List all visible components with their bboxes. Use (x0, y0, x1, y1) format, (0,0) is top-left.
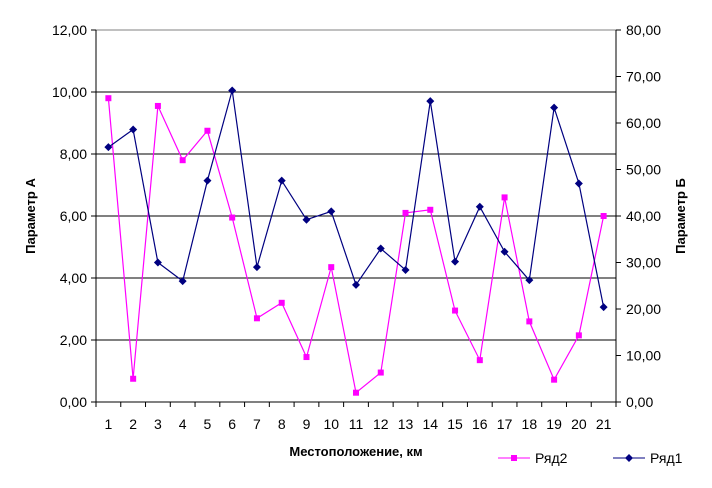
x-tick-label: 8 (278, 416, 286, 432)
right-tick-label: 20,00 (626, 301, 661, 317)
data-point (154, 102, 161, 109)
x-tick-label: 1 (104, 416, 112, 432)
legend-item-series-1: Ряд1 (613, 450, 683, 466)
legend-marker-series-1 (625, 454, 633, 462)
data-point (451, 257, 460, 266)
data-point (401, 265, 410, 274)
right-tick-label: 10,00 (626, 348, 661, 364)
right-y-axis-title: Параметр Б (673, 178, 688, 254)
data-point (476, 357, 483, 364)
left-y-axis-title: Параметр А (23, 178, 38, 254)
x-tick-label: 17 (497, 416, 513, 432)
data-point (525, 276, 534, 285)
legend-label-series-1: Ряд1 (650, 450, 683, 466)
left-tick-label: 6,00 (60, 208, 87, 224)
series-2 (104, 86, 608, 312)
data-point (104, 143, 113, 152)
data-point (252, 263, 261, 272)
data-point (475, 202, 484, 211)
data-point (353, 389, 359, 396)
right-tick-label: 60,00 (626, 115, 661, 131)
x-tick-label: 2 (129, 416, 137, 432)
legend-item-series-2: Ряд2 (498, 450, 568, 466)
right-tick-label: 50,00 (626, 162, 661, 178)
series-layer (104, 86, 608, 396)
legend-label-series-2: Ряд2 (535, 450, 568, 466)
x-tick-label: 3 (154, 416, 162, 432)
legend: Ряд2 Ряд1 (498, 450, 683, 466)
data-point (376, 244, 385, 253)
left-tick-label: 12,00 (52, 22, 87, 38)
data-point (352, 280, 360, 289)
data-point (551, 376, 558, 383)
data-point (327, 207, 336, 216)
left-y-axis: 0,00 2,00 4,00 6,00 8,00 10,00 12,00 (52, 22, 97, 410)
data-point (600, 213, 607, 219)
data-point (377, 369, 384, 376)
data-point (203, 176, 212, 185)
data-point (105, 95, 112, 102)
data-point (574, 179, 583, 188)
series-1 (105, 95, 607, 396)
legend-marker-series-2 (511, 455, 517, 461)
x-tick-label: 10 (323, 416, 339, 432)
x-tick-label: 21 (596, 416, 612, 432)
x-tick-label: 11 (349, 416, 364, 432)
data-point (452, 307, 459, 314)
x-tick-label: 12 (373, 416, 389, 432)
data-point (178, 277, 187, 286)
data-point (501, 194, 508, 201)
x-tick-label: 9 (303, 416, 311, 432)
data-point (427, 206, 434, 213)
right-tick-label: 40,00 (626, 208, 661, 224)
x-tick-label: 7 (253, 416, 261, 432)
right-tick-label: 80,00 (626, 22, 661, 38)
left-tick-label: 10,00 (52, 84, 87, 100)
data-point (179, 157, 186, 164)
x-tick-label: 13 (398, 416, 414, 432)
x-tick-label: 4 (179, 416, 187, 432)
left-tick-label: 0,00 (60, 394, 87, 410)
data-point (278, 299, 285, 306)
x-axis-title: Местоположение, км (289, 444, 422, 459)
data-point (599, 303, 608, 312)
right-tick-label: 70,00 (626, 69, 661, 85)
right-y-axis: 0,00 10,00 20,00 30,00 40,00 50,00 60,00 70,00 8… (615, 22, 661, 410)
data-point (130, 375, 137, 382)
data-point (253, 315, 260, 322)
data-point (204, 127, 211, 134)
data-point (153, 258, 162, 267)
data-point (228, 86, 237, 95)
data-point (426, 97, 435, 106)
x-tick-label: 16 (472, 416, 488, 432)
data-point (526, 318, 533, 325)
x-tick-label: 20 (571, 416, 587, 432)
x-tick-label: 19 (546, 416, 562, 432)
data-point (328, 264, 335, 271)
right-tick-label: 0,00 (626, 394, 653, 410)
left-tick-label: 4,00 (60, 270, 87, 286)
x-axis: 1 2 3 4 5 6 7 8 9 10 11 12 13 14 15 16 17 18 19 20 21 (95, 401, 617, 432)
data-point (575, 332, 582, 339)
data-point (302, 215, 311, 224)
x-tick-label: 5 (204, 416, 212, 432)
data-point (229, 214, 236, 221)
left-tick-label: 8,00 (60, 146, 87, 162)
x-tick-label: 14 (422, 416, 438, 432)
data-point (402, 209, 409, 216)
data-point (550, 103, 559, 112)
data-point (303, 354, 310, 361)
left-tick-label: 2,00 (60, 332, 87, 348)
right-tick-label: 30,00 (626, 255, 661, 271)
x-tick-label: 15 (447, 416, 463, 432)
data-point (500, 247, 509, 256)
x-tick-label: 6 (228, 416, 236, 432)
data-point (277, 176, 286, 185)
x-tick-label: 18 (522, 416, 538, 432)
data-point (129, 125, 138, 134)
